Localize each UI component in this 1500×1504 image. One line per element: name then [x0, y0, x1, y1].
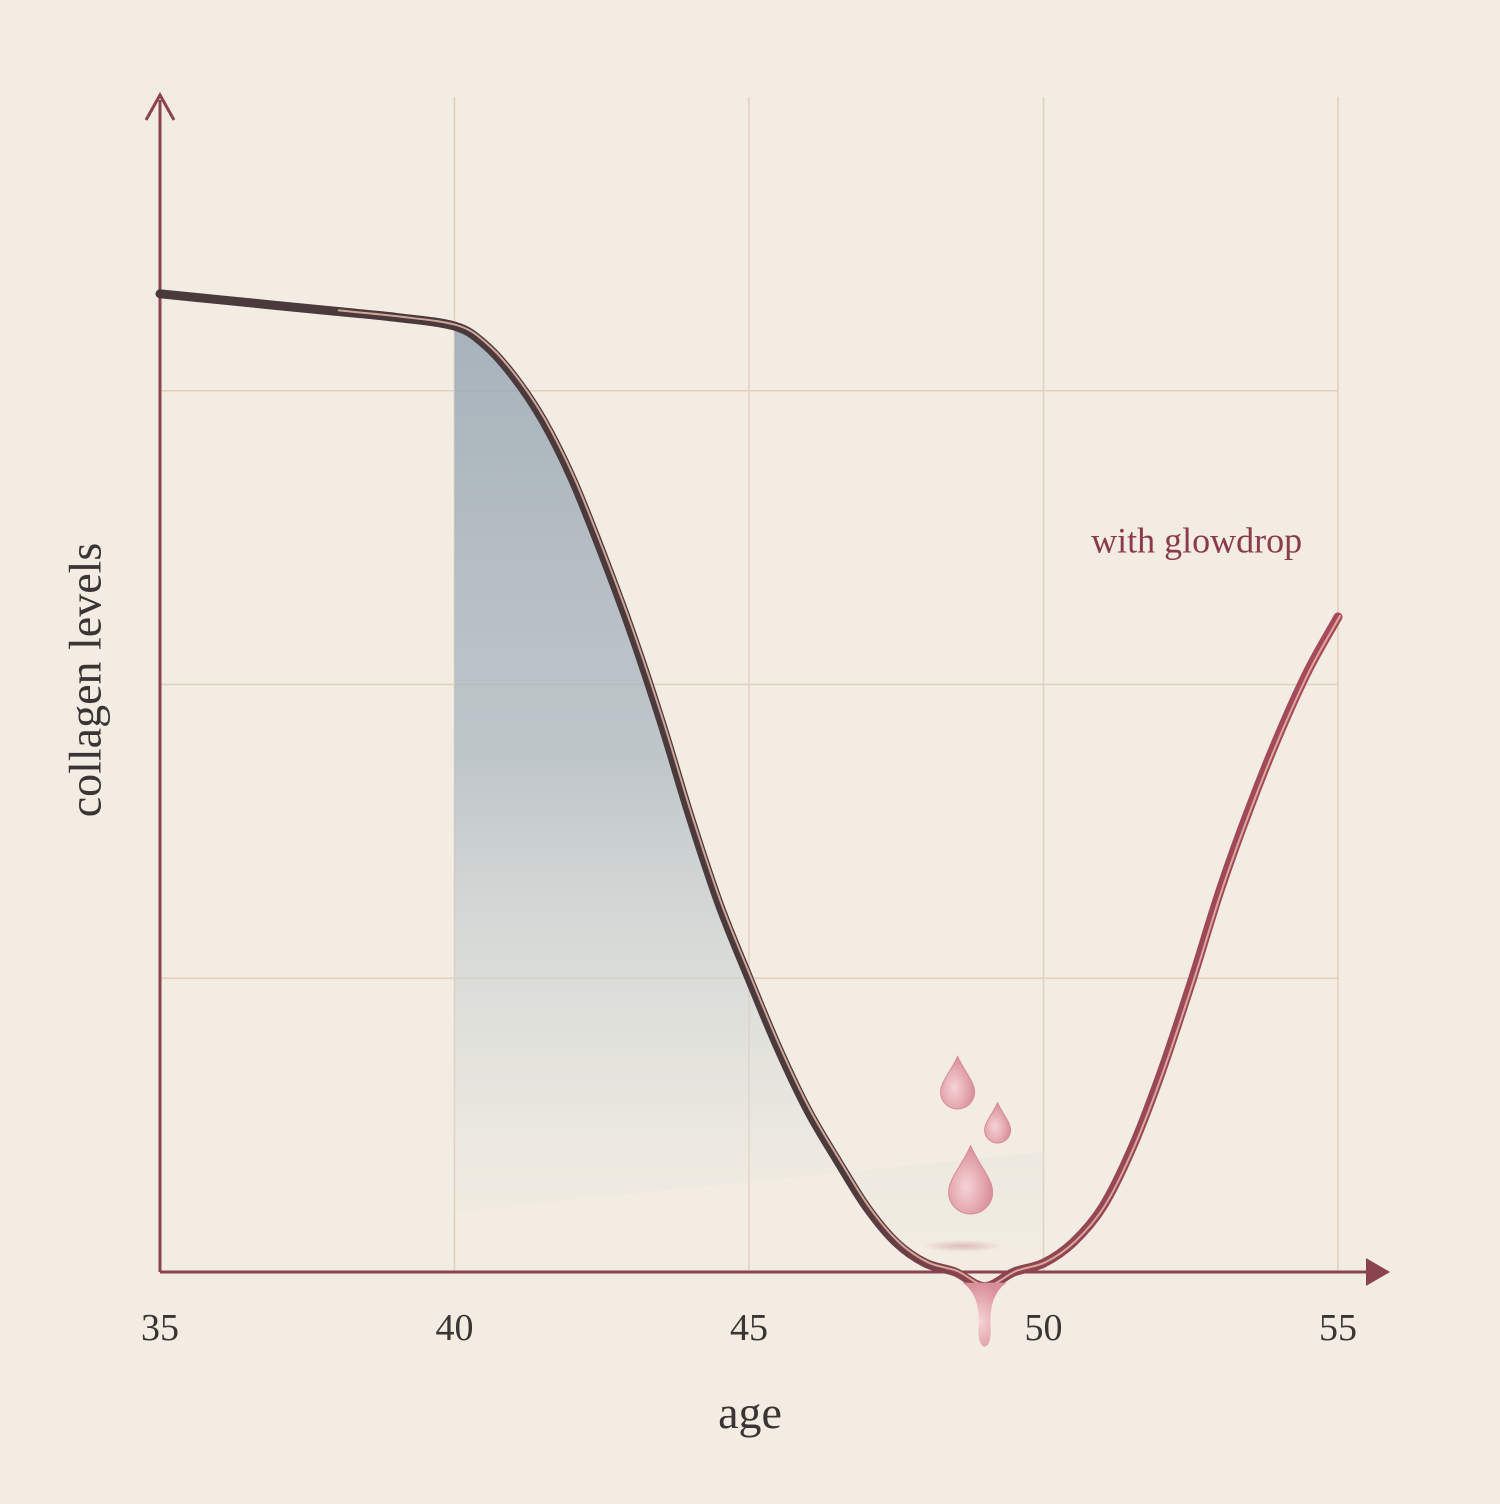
- y-axis-arrow: [144, 91, 176, 121]
- y-axis-label: collagen levels: [60, 543, 111, 818]
- droplet: [940, 1055, 976, 1110]
- droplets: [922, 1055, 1012, 1347]
- decline-area-fill: [454, 326, 1044, 1287]
- x-tick-label: 50: [1025, 1307, 1063, 1349]
- x-tick-label: 40: [436, 1307, 474, 1349]
- x-axis-label: age: [718, 1387, 782, 1438]
- x-tick-label: 45: [730, 1307, 768, 1349]
- droplet-shadow: [922, 1240, 1003, 1252]
- droplet: [984, 1101, 1012, 1144]
- collagen-line: [155, 289, 1343, 1292]
- x-axis-arrow: [1366, 1258, 1390, 1286]
- collagen-line-highlight: [337, 309, 1341, 1287]
- x-tick-label: 55: [1319, 1307, 1357, 1349]
- x-tick-label: 35: [141, 1307, 179, 1349]
- x-tick-labels: 35 40 45 50 55: [141, 1307, 1357, 1349]
- droplet: [948, 1144, 994, 1215]
- annotation-with-glowdrop: with glowdrop: [1091, 520, 1302, 560]
- drip-neck: [962, 1282, 1007, 1347]
